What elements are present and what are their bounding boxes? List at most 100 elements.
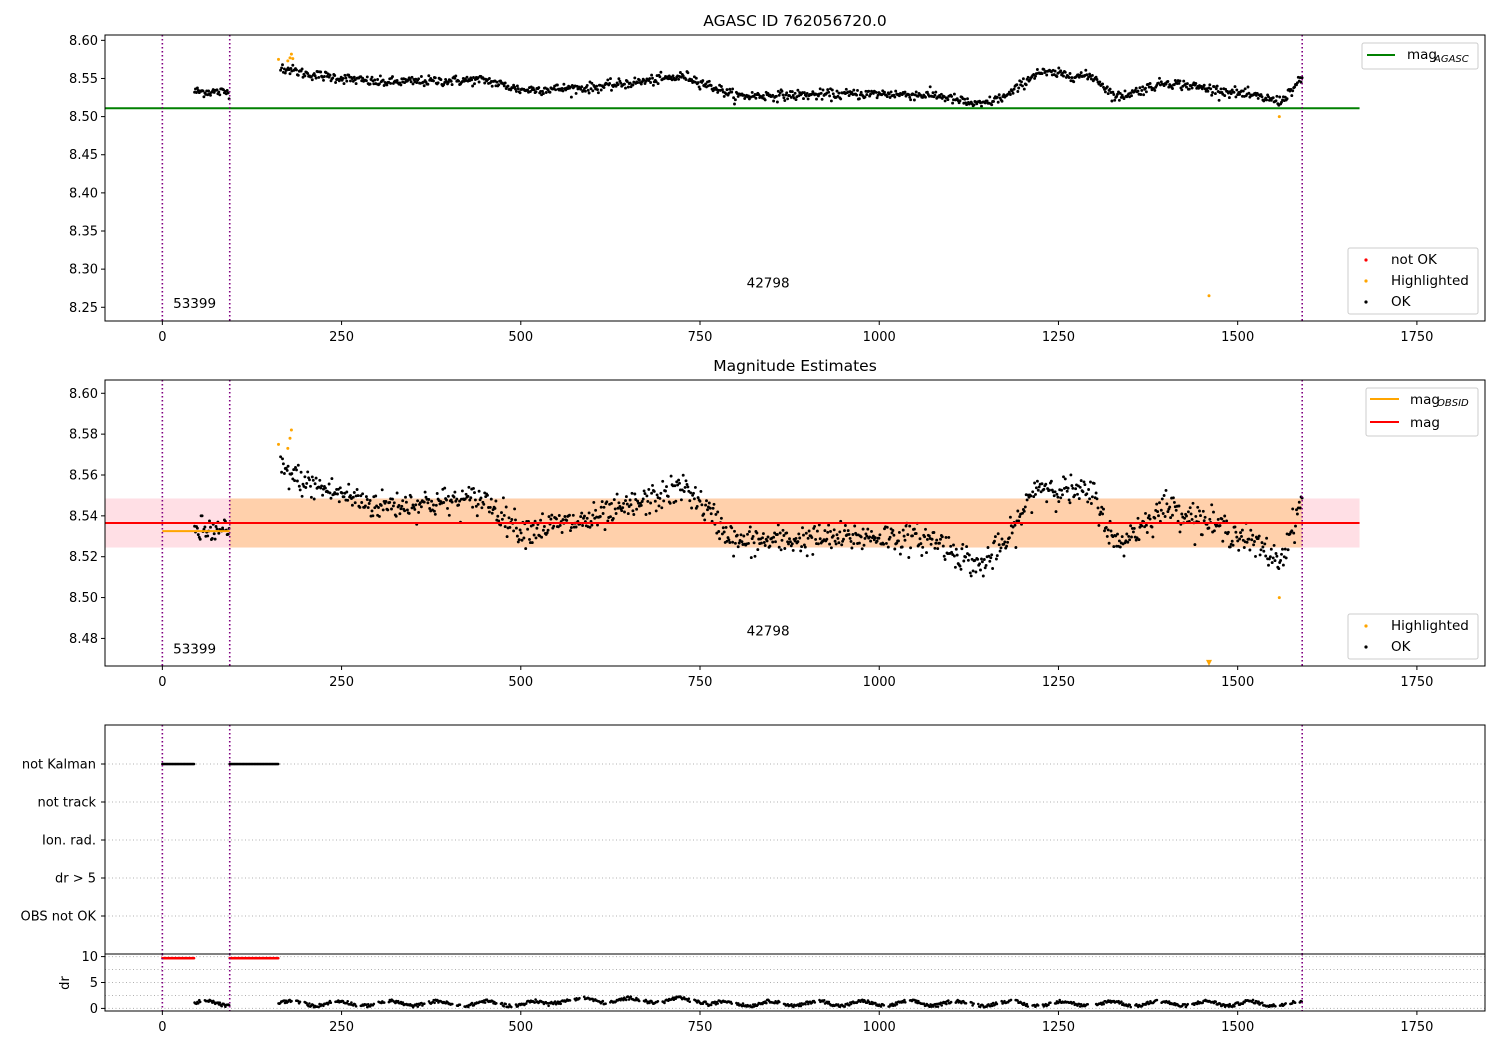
data-point-ok (1256, 537, 1260, 540)
data-point-ok (888, 96, 892, 99)
dr-point (1284, 1002, 1287, 1005)
data-point-ok (541, 92, 545, 96)
data-point-ok (534, 536, 538, 540)
data-point-ok (1171, 513, 1174, 517)
data-point-ok (295, 468, 298, 472)
data-point-ok (919, 542, 923, 546)
data-point-ok (980, 560, 984, 564)
data-point-ok (537, 86, 541, 90)
dr-point (1117, 999, 1120, 1003)
data-point-ok (1274, 99, 1278, 103)
data-point-ok (445, 498, 448, 502)
data-point-ok (782, 96, 786, 100)
data-point-ok (541, 528, 545, 532)
data-point-ok (1228, 545, 1232, 549)
data-point-ok (857, 541, 861, 545)
data-point-ok (367, 502, 371, 505)
dr-point (1274, 1005, 1277, 1008)
dr-point (372, 1002, 376, 1006)
data-point-ok (859, 535, 863, 539)
data-point-ok (533, 519, 537, 523)
data-point-ok (1160, 497, 1164, 501)
data-point-ok (281, 63, 284, 67)
data-point-ok (590, 81, 594, 85)
data-point-ok (1012, 87, 1016, 91)
data-point-ok (971, 569, 975, 573)
data-point-ok (358, 505, 362, 509)
data-point-ok (596, 88, 599, 92)
data-point-ok (657, 504, 661, 508)
data-point-ok (721, 526, 725, 530)
data-point-ok (742, 534, 746, 538)
data-point-ok (1137, 538, 1141, 542)
data-point-ok (801, 526, 804, 530)
data-point-ok (993, 539, 996, 543)
data-point-ok (1070, 76, 1074, 80)
data-point-ok (409, 495, 413, 499)
dr-point (716, 1002, 719, 1005)
data-point-ok (1129, 91, 1133, 95)
data-point-ok (1235, 88, 1239, 92)
dr-point (882, 1004, 886, 1007)
data-point-ok (1265, 536, 1269, 540)
data-point-ok (568, 513, 571, 517)
dr-point (483, 1001, 487, 1004)
data-point-ok (290, 472, 294, 476)
data-point-ok (1217, 98, 1221, 102)
flag-point (192, 762, 196, 766)
dr-point (1016, 999, 1019, 1002)
data-point-ok (1013, 523, 1017, 527)
data-point-ok (530, 541, 534, 545)
data-point-ok (213, 537, 217, 541)
dr-point (436, 998, 439, 1002)
data-point-ok (226, 532, 230, 536)
data-point-ok (591, 89, 595, 93)
data-point-ok (1271, 96, 1275, 100)
data-point-ok (859, 90, 863, 94)
data-point-ok (560, 531, 564, 534)
data-point-ok (869, 92, 873, 96)
data-point-ok (942, 554, 946, 558)
data-point-ok (843, 524, 847, 527)
data-point-ok (522, 536, 526, 540)
data-point-ok (990, 103, 994, 107)
legend-label-mag: mag (1410, 415, 1440, 431)
data-point-ok (761, 532, 765, 536)
dr-point (1257, 1000, 1260, 1003)
data-point-ok (876, 93, 880, 97)
data-point-ok (565, 518, 569, 522)
data-point-ok (703, 518, 707, 522)
data-point-ok (1054, 510, 1058, 514)
data-point-ok (623, 82, 626, 86)
data-point-ok (1264, 554, 1268, 558)
data-point-ok (390, 507, 393, 511)
data-point-ok (1177, 504, 1181, 508)
data-point-ok (1220, 517, 1224, 521)
data-point-ok (1153, 88, 1157, 92)
data-point-ok (595, 84, 599, 88)
y-tick-label: 8.56 (69, 468, 98, 483)
data-point-ok (569, 95, 573, 99)
data-point-ok (984, 563, 988, 567)
dr-point (995, 1002, 999, 1006)
data-point-ok (709, 84, 713, 87)
data-point-ok (622, 501, 626, 505)
legend-box (1361, 42, 1479, 70)
legend-label-subscript: AGASC (1433, 54, 1469, 65)
data-point-ok (1118, 91, 1122, 95)
data-point-ok (514, 518, 517, 522)
data-point-ok (712, 502, 716, 506)
data-point-ok (1068, 501, 1072, 505)
data-point-ok (751, 534, 755, 538)
dr-point (1009, 998, 1013, 1002)
data-point-ok (513, 507, 517, 511)
data-point-ok (807, 529, 811, 533)
data-point-ok (1212, 529, 1216, 533)
data-point-ok (512, 529, 516, 533)
data-point-ok (788, 94, 791, 98)
data-point-ok (506, 84, 510, 88)
data-point-ok (514, 89, 518, 93)
data-point-ok (893, 95, 897, 99)
data-point-ok (391, 497, 394, 501)
data-point-ok (1203, 515, 1207, 519)
